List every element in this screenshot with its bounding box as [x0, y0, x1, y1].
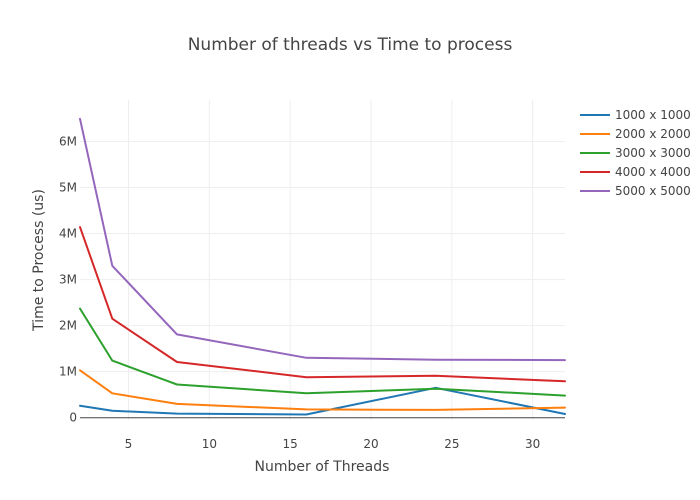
series-line-4000x4000[interactable] [79, 226, 566, 383]
x-tick-label: 5 [125, 437, 133, 451]
legend-item[interactable]: 4000 x 4000 [580, 165, 691, 179]
series-line-3000x3000[interactable] [79, 307, 566, 397]
legend-label: 2000 x 2000 [615, 127, 691, 141]
legend[interactable]: 1000 x 1000 2000 x 2000 3000 x 3000 4000 x … [580, 108, 691, 198]
series-line-5000x5000[interactable] [79, 117, 566, 362]
x-axis-ticks: 5 10 15 20 25 30 [125, 437, 541, 451]
legend-label: 4000 x 4000 [615, 165, 691, 179]
series-line-1000x1000[interactable] [79, 386, 566, 416]
legend-item[interactable]: 3000 x 3000 [580, 146, 691, 160]
y-tick-label: 1M [59, 365, 77, 379]
plot-area [79, 117, 566, 416]
x-tick-label: 10 [202, 437, 217, 451]
legend-label: 5000 x 5000 [615, 184, 691, 198]
legend-label: 1000 x 1000 [615, 108, 691, 122]
y-tick-label: 5M [59, 180, 77, 194]
y-tick-label: 0 [69, 411, 77, 425]
y-axis-ticks: 0 1M 2M 3M 4M 5M 6M [59, 134, 77, 424]
legend-item[interactable]: 1000 x 1000 [580, 108, 691, 122]
legend-item[interactable]: 5000 x 5000 [580, 184, 691, 198]
legend-item[interactable]: 2000 x 2000 [580, 127, 691, 141]
chart-title: Number of threads vs Time to process [188, 35, 513, 55]
x-tick-label: 15 [283, 437, 298, 451]
x-tick-label: 20 [363, 437, 378, 451]
series-line-2000x2000[interactable] [79, 369, 566, 411]
x-tick-label: 25 [444, 437, 459, 451]
y-tick-label: 3M [59, 273, 77, 287]
y-tick-label: 2M [59, 319, 77, 333]
legend-label: 3000 x 3000 [615, 146, 691, 160]
y-tick-label: 4M [59, 227, 77, 241]
y-axis-title: Time to Process (us) [31, 189, 47, 332]
x-axis-title: Number of Threads [255, 459, 390, 475]
y-tick-label: 6M [59, 134, 77, 148]
x-tick-label: 30 [525, 437, 540, 451]
grid [80, 100, 565, 420]
